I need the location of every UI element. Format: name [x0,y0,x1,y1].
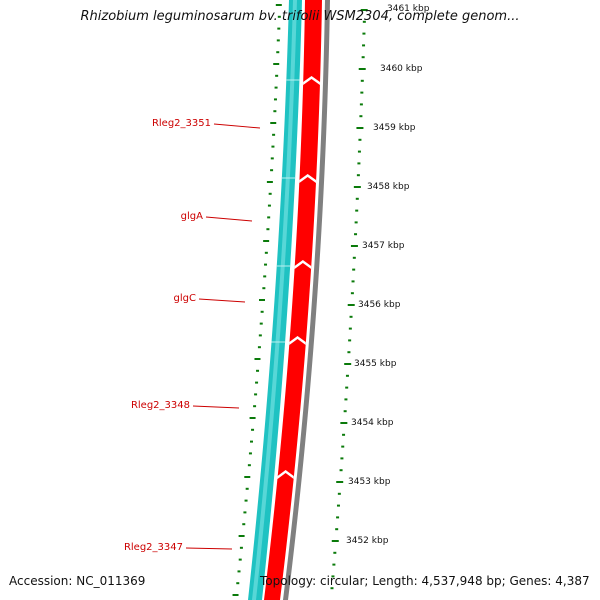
gene-label-text: Rleg2_3347 [124,542,183,553]
backbone-line [283,0,330,600]
gene-label-text: Rleg2_3348 [131,400,190,411]
kbp-label: 3455 kbp [354,359,397,369]
kbp-label: 3460 kbp [380,64,423,74]
gene-label-text: Rleg2_3351 [152,118,211,129]
gene-label-text: glgC [174,293,196,304]
accession-text: Accession: NC_011369 [9,574,146,588]
gene-label-text: glgA [181,211,203,222]
gene-leader-line [192,405,240,409]
forward-gene-arrow-tip [299,174,317,183]
gene-labels: Rleg2_3351 glgA glgC Rleg2_3348 Rleg2_3347 [124,118,261,553]
genome-summary: Topology: circular; Length: 4,537,948 bp… [260,574,590,588]
kbp-label: 3457 kbp [362,241,405,251]
forward-strand-band [264,0,322,600]
gene-leader-line [205,216,253,222]
kbp-label: 3454 kbp [351,418,394,428]
inner-tick-marks [232,4,282,596]
kbp-label: 3452 kbp [346,536,389,546]
forward-gene-arrow-tip [277,470,294,479]
forward-gene-arrow-tip [294,260,312,269]
kbp-label: 3459 kbp [373,123,416,133]
gene-leader-line [213,123,261,129]
gene-leader-line [198,298,246,303]
reverse-strand-highlight [252,0,297,600]
reverse-strand-track [248,0,302,600]
forward-gene-arrow-tip [289,336,306,345]
backbone-ring [283,0,330,600]
gene-leader-line [185,547,233,550]
outer-tick-marks [330,9,368,590]
kbp-label: 3453 kbp [348,477,391,487]
kbp-scale-labels: 3461 kbp 3460 kbp 3459 kbp 3458 kbp 3457 kbp… [346,4,430,546]
forward-gene-arrow-tip [303,76,320,85]
genome-title: Rhizobium leguminosarum bv. trifolii WSM… [80,9,520,24]
kbp-label: 3456 kbp [358,300,401,310]
kbp-label: 3458 kbp [367,182,410,192]
forward-strand-track [264,0,322,600]
kbp-label: 3461 kbp [387,4,430,14]
